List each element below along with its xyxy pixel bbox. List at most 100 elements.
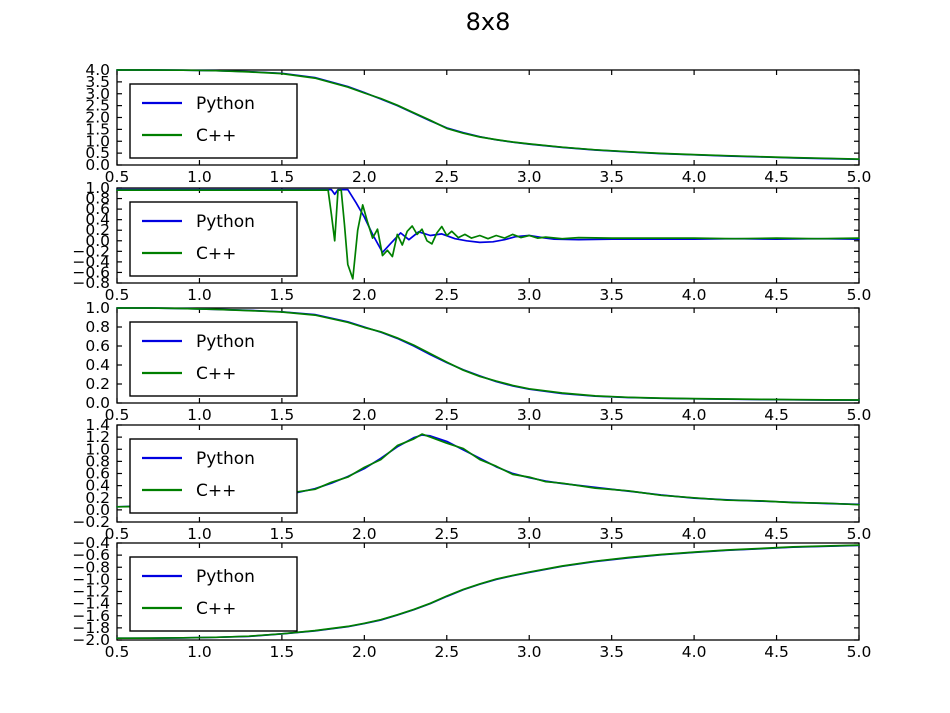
x-tick-label: 3.5 [599, 643, 624, 661]
y-tick-label: −1.6 [72, 607, 110, 625]
subplot-4: 0.5 1.0 1.5 2.0 2.5 3.0 3.5 4.0 4.5 5.01.41.21.00… [72, 416, 871, 543]
x-tick-label: 4.5 [764, 643, 789, 661]
y-tick-label: 0.6 [85, 337, 110, 355]
x-tick-label: 1.5 [270, 406, 295, 424]
x-tick-label: 3.0 [517, 643, 542, 661]
y-tick-label: 1.5 [85, 120, 110, 138]
y-tick-label: −1.0 [72, 570, 110, 588]
y-tick-label: 0.0 [85, 501, 110, 519]
x-tick-label: 3.5 [599, 286, 624, 304]
x-tick-label: 2.5 [434, 168, 459, 186]
x-tick-label: 4.0 [682, 525, 707, 543]
x-tick-label: 0.5 [105, 286, 130, 304]
x-tick-label: 5.0 [847, 168, 872, 186]
y-tick-label: 1.0 [85, 299, 110, 317]
x-tick-label: 0.5 [105, 643, 130, 661]
y-tick-label: 0.6 [85, 200, 110, 218]
x-tick-label: 4.0 [682, 643, 707, 661]
y-tick-label: 0.0 [85, 156, 110, 174]
x-tick-label: 1.5 [270, 643, 295, 661]
x-tick-label: 1.0 [187, 406, 212, 424]
y-tick-label: 0.2 [85, 489, 110, 507]
x-tick-label: 1.0 [187, 286, 212, 304]
legend-label-cpp: C++ [196, 599, 236, 619]
legend-label-cpp: C++ [196, 126, 236, 146]
legend-box [129, 321, 298, 397]
legend-box [129, 556, 298, 632]
legend: Python C++ [129, 201, 298, 277]
x-tick-label: 3.5 [599, 525, 624, 543]
x-tick-label: 2.0 [352, 168, 377, 186]
y-tick-label: 2.0 [85, 109, 110, 127]
legend-label-cpp: C++ [196, 244, 236, 264]
x-tick-label: 4.0 [682, 168, 707, 186]
y-tick-label: 0.4 [85, 356, 110, 374]
y-tick-label: 0.4 [85, 211, 110, 229]
x-tick-label: 3.0 [517, 286, 542, 304]
x-tick-label: 3.0 [517, 406, 542, 424]
y-tick-label: 3.0 [85, 85, 110, 103]
legend-label-python: Python [196, 332, 255, 352]
y-tick-label: −0.8 [72, 558, 110, 576]
subplot-3: 0.5 1.0 1.5 2.0 2.5 3.0 3.5 4.0 4.5 5.01.00.80.60… [85, 299, 871, 424]
y-tick-label: 0.0 [85, 232, 110, 250]
legend-label-cpp: C++ [196, 481, 236, 501]
y-tick-label: 0.2 [85, 375, 110, 393]
y-tick-label: −0.2 [72, 242, 110, 260]
x-tick-label: 1.5 [270, 525, 295, 543]
legend: Python C++ [129, 321, 298, 397]
x-tick-label: 2.5 [434, 525, 459, 543]
x-tick-label: 2.0 [352, 643, 377, 661]
x-tick-label: 5.0 [847, 286, 872, 304]
y-tick-label: −2.0 [72, 631, 110, 649]
legend-box [129, 201, 298, 277]
chart-title: 8x8 [465, 8, 511, 36]
x-tick-label: 1.5 [270, 168, 295, 186]
y-tick-label: 0.8 [85, 452, 110, 470]
x-tick-label: 3.0 [517, 168, 542, 186]
x-tick-label: 4.5 [764, 525, 789, 543]
y-tick-label: −0.4 [72, 534, 110, 552]
subplot-5: 0.5 1.0 1.5 2.0 2.5 3.0 3.5 4.0 4.5 5.0 −0.4−0.6−0… [72, 534, 871, 661]
y-tick-label: 0.6 [85, 465, 110, 483]
x-tick-label: 4.5 [764, 286, 789, 304]
x-tick-label: 3.0 [517, 525, 542, 543]
x-tick-label: 2.5 [434, 406, 459, 424]
legend-label-python: Python [196, 94, 255, 114]
y-tick-label: 0.2 [85, 221, 110, 239]
legend-label-python: Python [196, 212, 255, 232]
x-tick-label: 1.0 [187, 168, 212, 186]
y-tick-label: 0.8 [85, 318, 110, 336]
y-tick-label: −0.6 [72, 546, 110, 564]
x-tick-label: 5.0 [847, 525, 872, 543]
y-tick-label: 0.5 [85, 144, 110, 162]
subplot-2: 0.5 1.0 1.5 2.0 2.5 3.0 3.5 4.0 4.5 5.01.00.80.60… [72, 179, 871, 304]
cpp-line [116, 189, 860, 280]
x-tick-label: 2.5 [434, 643, 459, 661]
cpp-line [116, 307, 860, 401]
x-tick-label: 3.5 [599, 406, 624, 424]
legend-box [129, 438, 298, 514]
legend-label-python: Python [196, 567, 255, 587]
y-tick-label: −0.4 [72, 253, 110, 271]
cpp-line [116, 69, 860, 160]
y-tick-label: −0.2 [72, 513, 110, 531]
y-tick-label: −1.2 [72, 583, 110, 601]
x-tick-label: 1.5 [270, 286, 295, 304]
y-tick-label: 0.4 [85, 477, 110, 495]
y-tick-label: −0.8 [72, 274, 110, 292]
legend: Python C++ [129, 556, 298, 632]
y-tick-label: 1.0 [85, 132, 110, 150]
x-tick-label: 4.0 [682, 286, 707, 304]
x-tick-label: 4.0 [682, 406, 707, 424]
x-tick-label: 2.0 [352, 286, 377, 304]
legend: Python C++ [129, 438, 298, 514]
x-tick-label: 2.0 [352, 525, 377, 543]
x-tick-label: 1.0 [187, 525, 212, 543]
python-line [116, 188, 860, 254]
x-tick-label: 1.0 [187, 643, 212, 661]
y-tick-label: −0.6 [72, 263, 110, 281]
y-tick-label: 1.4 [85, 416, 110, 434]
